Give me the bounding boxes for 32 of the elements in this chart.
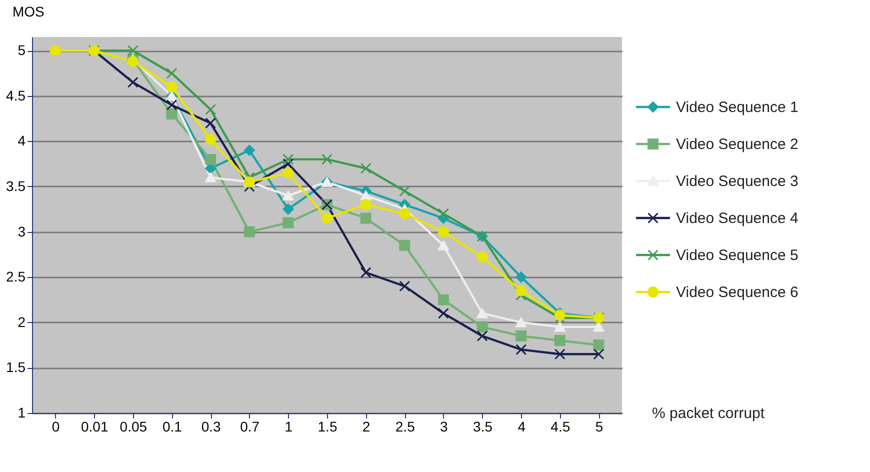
y-tick-label: 3: [18, 223, 26, 240]
legend-label: Video Sequence 2: [676, 136, 798, 153]
x-tick-label: 2.5: [395, 418, 416, 434]
x-axis-title: % packet corrupt: [652, 405, 766, 422]
x-tick-label: 0.01: [80, 418, 108, 434]
y-tick-label: 4.5: [6, 87, 26, 104]
y-tick-label: 3.5: [6, 178, 26, 194]
legend-label: Video Sequence 3: [676, 173, 798, 190]
x-tick-label: 0.3: [201, 418, 221, 434]
x-tick-label: 0.7: [240, 418, 260, 434]
y-tick-label: 4: [18, 132, 26, 149]
x-tick-label: 3: [440, 418, 448, 434]
y-tick-label: 2.5: [6, 268, 26, 285]
legend-label: Video Sequence 5: [676, 247, 798, 264]
x-tick-label: 4.5: [550, 418, 570, 434]
x-tick-label: 0.05: [120, 418, 148, 434]
x-tick-label: 2: [362, 418, 370, 434]
x-tick-label: 5: [595, 418, 604, 434]
y-tick-label: 1: [18, 404, 26, 420]
x-tick-label: 4: [518, 418, 526, 434]
y-axis-title: MOS: [12, 4, 44, 20]
legend-label: Video Sequence 6: [676, 284, 798, 301]
legend-label: Video Sequence 4: [676, 210, 798, 227]
x-tick-label: 1.5: [318, 418, 338, 434]
y-tick-label: 2: [18, 314, 26, 330]
y-tick-label: 1.5: [6, 359, 26, 376]
x-tick-label: 1: [284, 418, 293, 434]
x-tick-label: 0.1: [162, 418, 182, 434]
y-tick-label: 5: [18, 42, 26, 58]
x-tick-label: 3.5: [473, 418, 493, 434]
legend-label: Video Sequence 1: [676, 99, 798, 116]
x-tick-label: 0: [52, 418, 60, 434]
